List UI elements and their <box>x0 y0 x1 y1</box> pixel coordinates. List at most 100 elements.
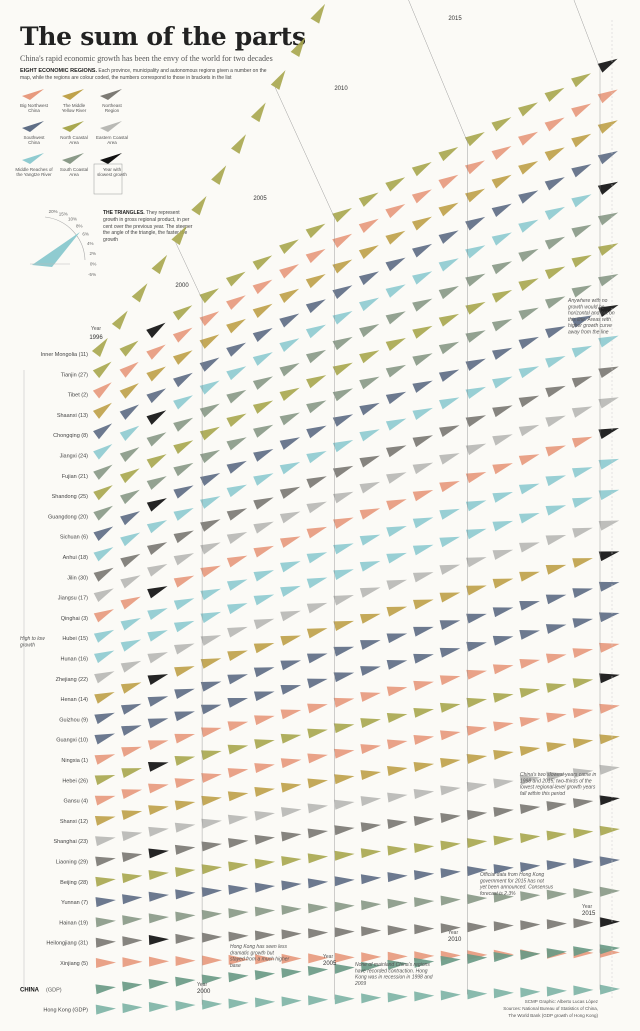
growth-triangle <box>386 713 408 723</box>
growth-triangle <box>546 712 567 723</box>
growth-triangle <box>573 858 594 869</box>
growth-triangle <box>571 133 592 148</box>
growth-triangle <box>255 954 276 965</box>
growth-triangle <box>518 336 539 350</box>
growth-triangle <box>387 845 408 856</box>
growth-triangle <box>122 981 143 992</box>
growth-triangle <box>493 988 514 999</box>
growth-triangle <box>173 598 195 610</box>
growth-triangle <box>201 932 223 943</box>
growth-triangle <box>252 376 273 390</box>
no-growth-annotation-line: higher growth curve <box>568 323 612 329</box>
growth-triangle <box>361 993 382 1004</box>
growth-triangle <box>146 520 168 534</box>
growth-triangle <box>598 551 620 562</box>
growth-triangle <box>281 904 302 915</box>
growth-triangle <box>254 715 275 726</box>
series-row <box>93 212 619 480</box>
growth-triangle <box>93 423 113 440</box>
growth-triangle <box>439 675 461 686</box>
growth-triangle <box>598 335 619 348</box>
growth-triangle <box>201 999 223 1010</box>
growth-triangle <box>440 955 461 966</box>
growth-triangle <box>200 588 221 601</box>
growth-triangle <box>147 696 169 707</box>
legend-label: Yellow River <box>62 108 87 113</box>
growth-triangle <box>280 585 301 597</box>
growth-triangle <box>305 223 326 239</box>
growth-triangle <box>546 919 567 930</box>
growth-triangle <box>571 103 592 118</box>
row-label: Anhui (18) <box>63 555 89 561</box>
growth-triangle <box>412 517 434 529</box>
growth-triangle <box>439 564 461 575</box>
growth-triangle <box>518 424 540 437</box>
growth-triangle <box>147 608 168 620</box>
growth-triangle <box>546 683 567 693</box>
growth-triangle <box>571 376 593 388</box>
legend-label: Region <box>105 108 120 113</box>
growth-triangle <box>147 674 169 686</box>
growth-triangle <box>120 575 141 589</box>
growth-triangle <box>253 424 274 438</box>
growth-triangle <box>334 876 355 887</box>
growth-triangle <box>95 856 116 867</box>
dial-label: -5% <box>88 272 96 277</box>
growth-triangle <box>385 418 407 431</box>
series-row <box>93 397 619 603</box>
credit-line: Sources: National Bureau of Statistics o… <box>503 1006 598 1011</box>
series-row <box>94 734 620 826</box>
slowest-annotation-line: China's two slowest years came in <box>520 772 596 778</box>
growth-triangle <box>413 870 435 881</box>
growth-triangle <box>226 437 247 451</box>
legend-item <box>62 153 84 164</box>
growth-triangle <box>466 557 487 568</box>
growth-triangle <box>385 445 407 458</box>
growth-triangle <box>211 165 227 185</box>
growth-triangle <box>414 924 435 935</box>
growth-triangle <box>332 233 353 248</box>
growth-triangle <box>254 997 276 1008</box>
growth-triangle <box>439 453 460 465</box>
growth-triangle <box>413 843 435 854</box>
growth-triangle <box>571 164 592 178</box>
growth-triangle <box>146 388 167 404</box>
row-label: Inner Mongolia (11) <box>41 352 88 358</box>
growth-triangle <box>121 768 142 778</box>
legend-label: Area <box>69 172 79 177</box>
growth-triangle <box>191 195 207 216</box>
growth-triangle <box>386 552 407 564</box>
growth-triangle <box>281 831 302 842</box>
growth-triangle <box>173 530 194 544</box>
growth-triangle <box>387 792 408 803</box>
legend-text: Each province, municipality and autonomo… <box>20 68 267 82</box>
growth-triangle <box>306 628 328 639</box>
slowest-annotation-line: lowest regional-level growth years <box>520 785 596 791</box>
growth-triangle <box>544 147 565 161</box>
legend-item <box>62 121 84 132</box>
year-guide-line <box>408 0 468 995</box>
growth-triangle <box>226 555 248 568</box>
growth-triangle <box>466 641 487 652</box>
growth-triangle <box>93 588 114 603</box>
series-row <box>94 703 620 806</box>
growth-triangle <box>173 575 195 588</box>
dial-label: 10% <box>68 217 77 222</box>
growth-triangle <box>599 917 620 928</box>
growth-triangle <box>412 544 434 556</box>
growth-triangle <box>231 134 246 154</box>
growth-triangle <box>121 873 143 884</box>
growth-triangle <box>120 703 142 715</box>
growth-triangle <box>440 895 461 906</box>
series-row <box>93 458 620 643</box>
dial-label: 20% <box>49 209 58 214</box>
growth-triangle <box>387 872 408 883</box>
growth-triangle <box>518 307 539 321</box>
row-label: Liaoning (29) <box>56 860 88 866</box>
growth-triangle <box>254 810 275 821</box>
growth-triangle <box>333 543 354 555</box>
growth-triangle <box>440 813 461 823</box>
hk-note-annotation-line: stayed from a much higher <box>230 957 290 963</box>
growth-triangle <box>571 406 593 418</box>
growth-triangle <box>253 642 275 654</box>
